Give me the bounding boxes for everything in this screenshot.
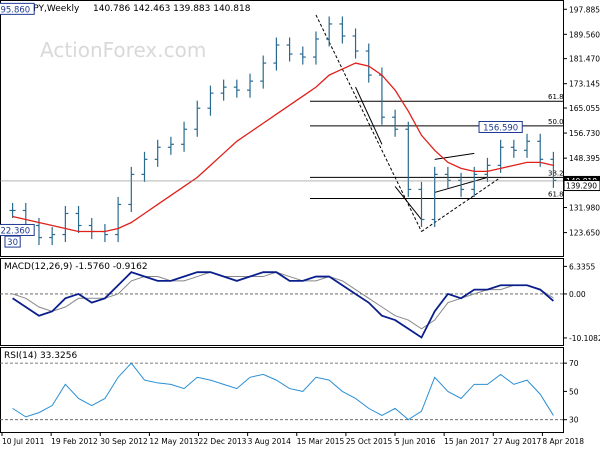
- macd-label: MACD(12,26,9) -1.5760 -0.9162: [4, 262, 148, 272]
- price-panel: [0, 0, 564, 257]
- price-tick-label: 165.055: [569, 104, 600, 113]
- fib-label: 61.8: [548, 190, 564, 198]
- symbol-label-group: GBPJPY,Weekly 140.786 142.463 139.883 14…: [3, 4, 251, 14]
- annotation-text: 195.860: [0, 5, 30, 15]
- x-axis: 10 Jul 2011 19 Feb 2012 30 Sep 2012 12 May …: [1, 432, 584, 446]
- x-tick-label: 30 Sep 2012: [100, 437, 148, 446]
- macd-line: [12, 271, 554, 339]
- fib-label: 38.2: [548, 169, 564, 177]
- fib-label: 61.8: [548, 93, 564, 101]
- rsi-tick-label: 70: [569, 359, 579, 368]
- rsi-lines: 70 50 30: [0, 359, 579, 425]
- annotation-box: [0, 223, 35, 236]
- x-tick-label: 19 Feb 2012: [51, 437, 98, 446]
- price-tick-label: 173.145: [569, 80, 600, 89]
- trend-line: [394, 186, 422, 220]
- rsi-line: [12, 362, 554, 421]
- moving-average: [12, 62, 554, 233]
- trend-line: [315, 14, 422, 232]
- symbol-label: GBPJPY,Weekly: [12, 4, 80, 14]
- annotation-text: 122.360: [0, 226, 30, 236]
- x-tick-label: 27 Aug 2017: [493, 437, 541, 446]
- price-tick-label: 131.980: [569, 204, 600, 213]
- x-tick-label: 25 Oct 2015: [346, 437, 393, 446]
- x-tick-label: 22 Dec 2013: [199, 437, 247, 446]
- price-tick-label: 123.650: [569, 229, 600, 238]
- price-tick-label: 189.560: [569, 30, 600, 39]
- fib-label: 50.0: [548, 118, 564, 126]
- price-annotations: 195.860 156.590 122.360 30: [0, 2, 523, 248]
- macd-lines: 6.3355 0.00 -10.1082: [0, 262, 600, 343]
- price-tick-label: 197.885: [569, 5, 600, 14]
- annotation-box: [0, 2, 35, 15]
- price-tick-label: 156.730: [569, 129, 600, 138]
- trend-line: [434, 152, 475, 160]
- x-tick-label: 8 Apr 2018: [542, 437, 584, 446]
- candles: [9, 16, 557, 246]
- x-tick-label: 15 Mar 2015: [297, 437, 345, 446]
- x-tick-label: 5 Jun 2016: [395, 437, 436, 446]
- level-label: 139.290: [566, 182, 597, 191]
- macd-tick-label: 6.3355: [569, 262, 595, 271]
- x-tick-label: 10 Jul 2011: [2, 437, 45, 446]
- annotation-box: [4, 235, 21, 248]
- rsi-label: RSI(14) 33.3256: [4, 351, 77, 361]
- macd-tick-label: 0.00: [569, 290, 586, 299]
- x-tick-label: 3 Aug 2014: [248, 437, 291, 446]
- trend-line: [355, 86, 383, 145]
- rsi-tick-label: 50: [569, 387, 579, 396]
- annotation-text: 156.590: [483, 123, 518, 133]
- price-tick-label: 148.395: [569, 154, 600, 163]
- level-box: [563, 180, 600, 192]
- macd-tick-label: -10.1082: [569, 334, 600, 343]
- ohlc-label: 140.786 142.463 139.883 140.818: [93, 4, 251, 14]
- annotation-box: [478, 120, 523, 133]
- watermark-text: ActionForex.com: [40, 38, 206, 62]
- x-tick-label: 12 May 2013: [149, 437, 198, 446]
- x-tick-label: 15 Jan 2017: [444, 437, 489, 446]
- ma-line: [12, 62, 554, 233]
- annotation-text: 30: [7, 238, 18, 248]
- y-axis: 197.885 189.560 181.470 173.145 165.055 156.7…: [0, 5, 600, 238]
- rsi-tick-label: 30: [569, 416, 579, 425]
- price-tick-label: 181.470: [569, 55, 600, 64]
